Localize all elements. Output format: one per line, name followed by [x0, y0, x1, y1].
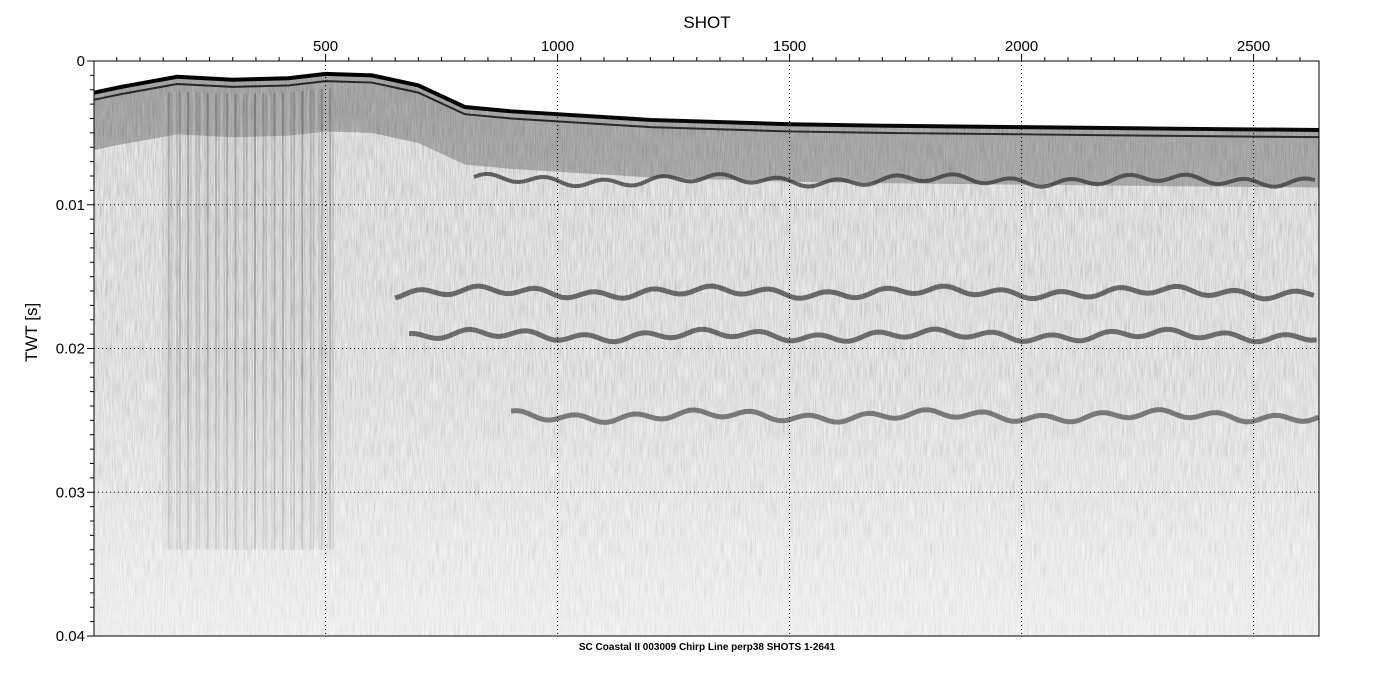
- x-axis-title: SHOT: [683, 13, 731, 32]
- x-tick-label: 1000: [541, 38, 574, 55]
- chart-caption: SC Coastal II 003009 Chirp Line perp38 S…: [578, 642, 836, 653]
- x-tick-label: 1500: [773, 38, 806, 55]
- y-tick-label: 0.03: [56, 484, 85, 501]
- y-tick-label: 0.04: [56, 628, 85, 645]
- x-tick-label: 500: [313, 38, 338, 55]
- y-tick-label: 0.02: [56, 341, 85, 358]
- x-tick-label: 2000: [1005, 38, 1038, 55]
- y-tick-label: 0.01: [56, 197, 85, 214]
- y-tick-label: 0: [77, 53, 85, 70]
- x-tick-label: 2500: [1237, 38, 1270, 55]
- y-axis-title: TWT [s]: [22, 302, 41, 362]
